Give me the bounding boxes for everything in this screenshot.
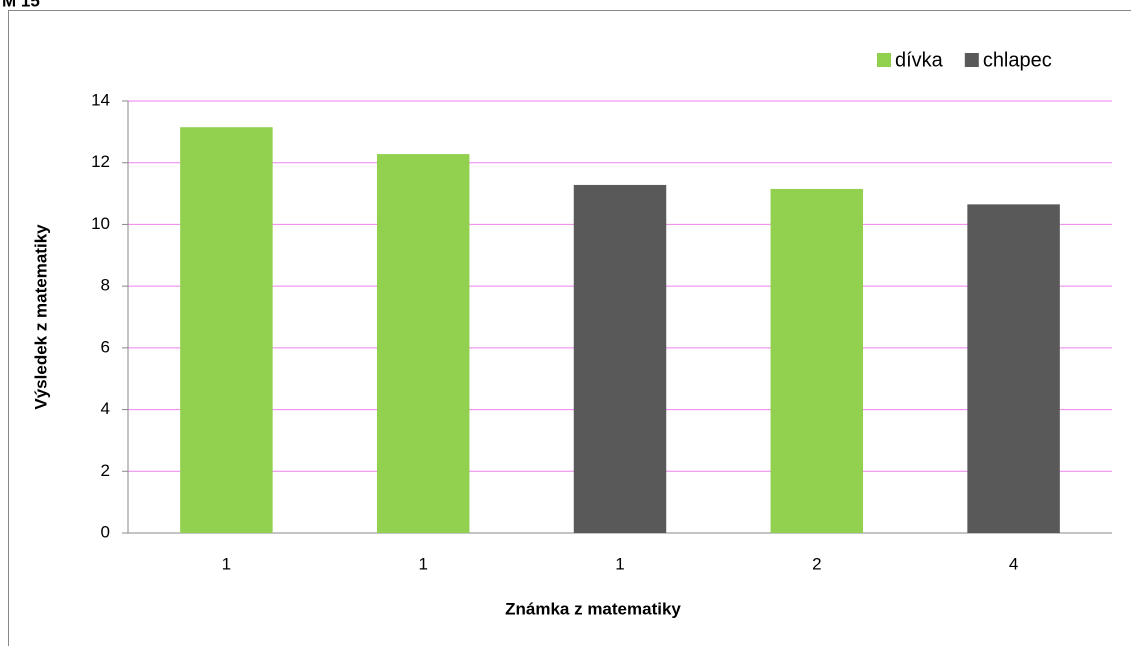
x-tick-label: 1 [615, 554, 624, 573]
legend-swatch [964, 53, 979, 67]
x-axis-title: Známka z matematiky [505, 599, 681, 618]
y-tick-label: 10 [91, 214, 110, 233]
y-tick-label: 6 [101, 337, 110, 356]
legend-label: dívka [895, 49, 944, 71]
chart-title: M 15 [2, 0, 40, 10]
bar [770, 188, 864, 533]
y-axis-title: Výsledek z matematiky [31, 224, 50, 410]
y-tick-label: 14 [91, 90, 110, 109]
x-tick-label: 1 [418, 554, 427, 573]
bar [967, 204, 1060, 533]
bar [573, 184, 667, 533]
legend-label: chlapec [983, 49, 1052, 71]
x-tick-label: 1 [222, 554, 231, 573]
legend-swatch [877, 53, 891, 67]
y-tick-label: 4 [101, 399, 110, 418]
bar [180, 127, 273, 533]
chart-frame [8, 10, 1131, 646]
y-tick-label: 2 [101, 461, 110, 480]
y-tick-label: 8 [101, 276, 110, 295]
bar [376, 154, 470, 533]
x-tick-label: 2 [812, 554, 821, 573]
x-tick-label: 4 [1009, 554, 1018, 573]
y-tick-label: 12 [91, 152, 110, 171]
y-tick-label: 0 [101, 522, 110, 541]
